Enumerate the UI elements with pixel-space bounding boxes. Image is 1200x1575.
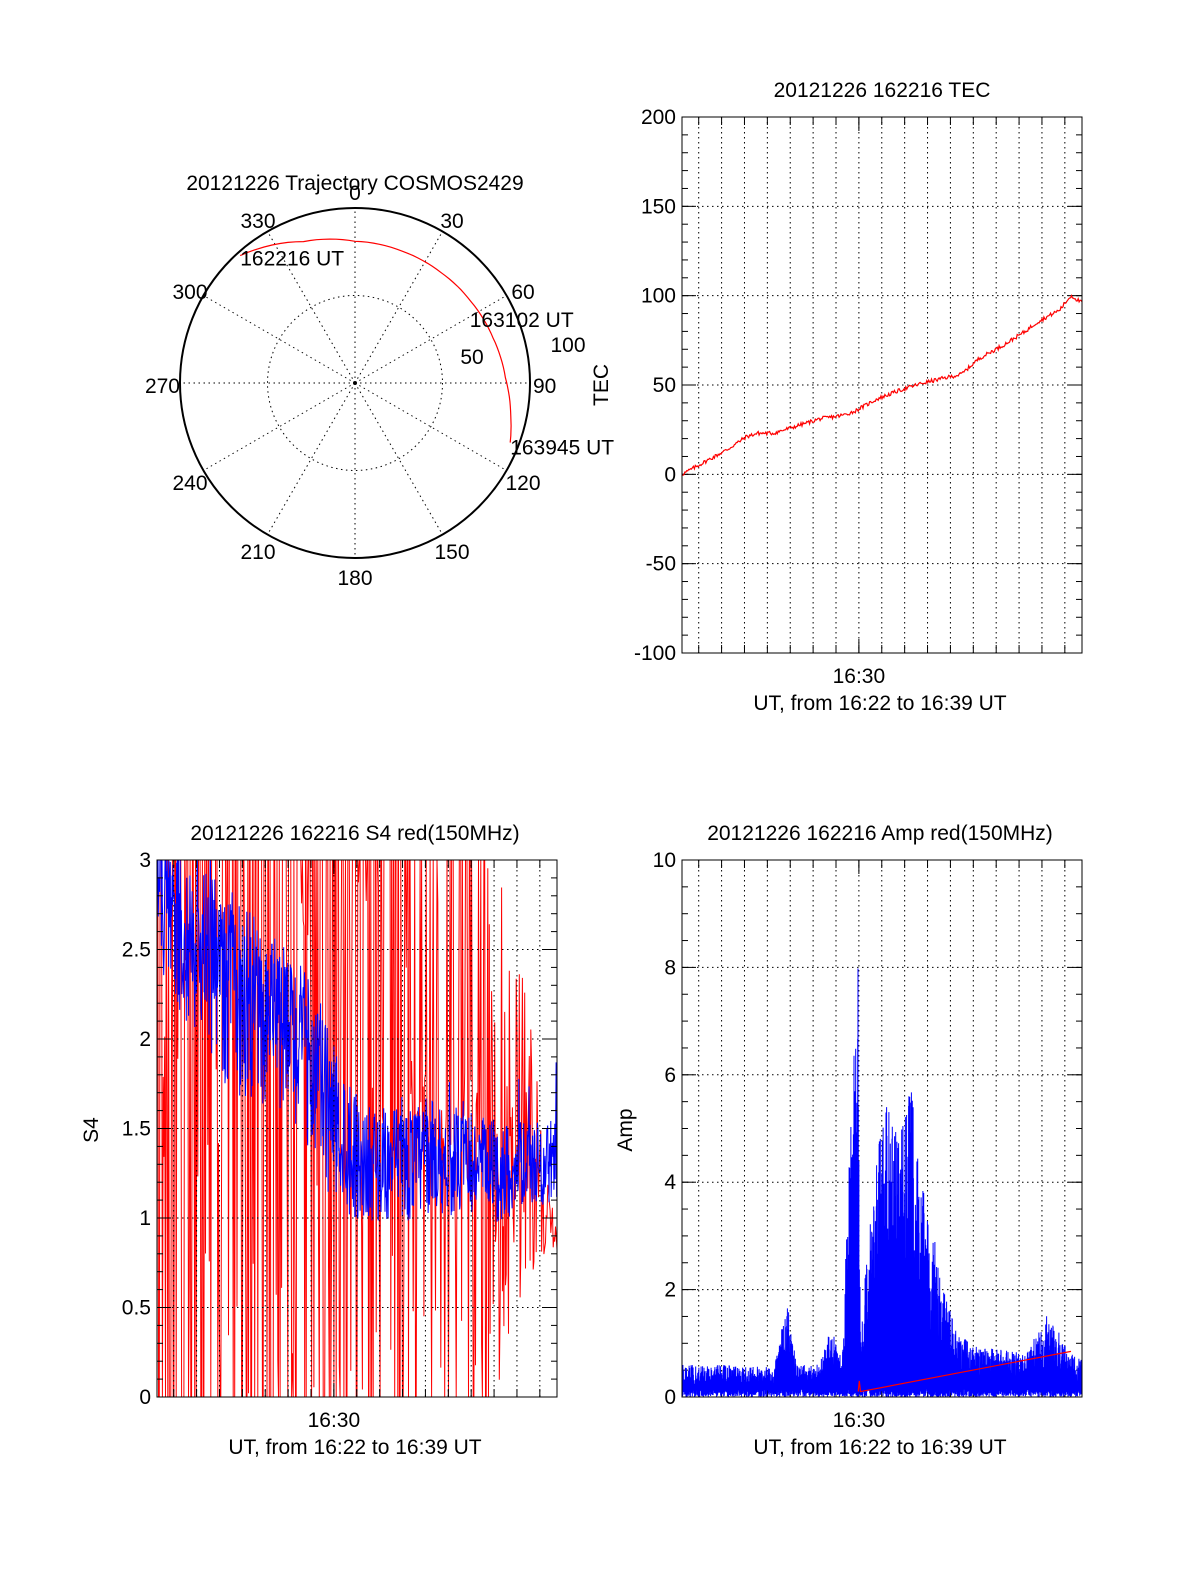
amp-series: [681, 968, 1083, 1398]
s4-plot-frame: [156, 859, 558, 1398]
tec-grid: [682, 116, 1082, 654]
y-tick-label: 8: [664, 956, 676, 979]
y-tick-label: 2: [139, 1028, 151, 1051]
s4-chart: 20121226 162216 S4 red(150MHz) 0 0.5 1 1.5 2…: [80, 822, 558, 1459]
tec-line: [682, 294, 1083, 476]
s4-y-axis-label: S4: [80, 1117, 103, 1143]
polar-angle-labels: 0 30 60 90 120 150 180 210 240 270 300 330: [145, 182, 556, 590]
y-tick-label: 1.5: [122, 1118, 151, 1141]
polar-angle-label-60: 60: [511, 281, 534, 304]
polar-angle-label-30: 30: [440, 210, 463, 233]
polar-spoke-300: [203, 295, 356, 384]
y-tick-label: 2.5: [122, 939, 151, 962]
s4-red-line: [157, 860, 557, 1397]
polar-spoke-240: [203, 382, 356, 471]
tec-title: 20121226 162216 TEC: [774, 79, 991, 102]
y-tick-label: 0: [139, 1386, 151, 1409]
y-tick-label: 3: [139, 849, 151, 872]
trajectory-annotation: 163945 UT: [510, 437, 614, 460]
amp-title: 20121226 162216 Amp red(150MHz): [707, 822, 1053, 845]
polar-angle-label-180: 180: [337, 567, 372, 590]
y-tick-label: 10: [653, 849, 676, 872]
polar-radial-labels: 50 100: [460, 334, 585, 369]
y-tick-label: 100: [641, 285, 676, 308]
y-tick-label: 150: [641, 195, 676, 218]
polar-angle-label-120: 120: [505, 472, 540, 495]
trajectory-path: [239, 238, 512, 443]
polar-grid: [179, 207, 531, 559]
polar-inner-circle: [267, 295, 443, 471]
tec-y-tick-labels: -100 -50 0 50 100 150 200: [634, 106, 676, 665]
polar-spoke-60: [354, 295, 507, 384]
polar-angle-label-0: 0: [349, 182, 361, 205]
y-tick-label: 6: [664, 1064, 676, 1087]
y-tick-label: 0.5: [122, 1297, 151, 1320]
polar-spoke-330: [267, 231, 356, 384]
polar-angle-label-210: 210: [240, 541, 275, 564]
s4-title: 20121226 162216 S4 red(150MHz): [190, 822, 519, 845]
trajectory-track: [239, 238, 512, 443]
tec-x-axis-label: UT, from 16:22 to 16:39 UT: [753, 692, 1006, 715]
y-tick-label: 0: [664, 463, 676, 486]
y-tick-label: 2: [664, 1279, 676, 1302]
s4-y-tick-labels: 0 0.5 1 1.5 2 2.5 3: [122, 849, 151, 1409]
amp-chart: 20121226 162216 Amp red(150MHz) 0246810 …: [614, 822, 1083, 1459]
amp-red-line: [857, 1350, 1072, 1393]
y-tick-label: 50: [653, 374, 676, 397]
y-tick-label: -50: [646, 553, 676, 576]
trajectory-annotation: 163102 UT: [470, 309, 574, 332]
trajectory-annotations: 162216 UT 163102 UT 163945 UT: [240, 248, 614, 460]
polar-angle-label-240: 240: [172, 472, 207, 495]
s4-x-tick-label: 16:30: [308, 1409, 361, 1432]
amp-blue-line: [681, 968, 1083, 1398]
amp-x-tick-label: 16:30: [833, 1409, 886, 1432]
polar-radial-label-100: 100: [550, 334, 585, 357]
y-tick-label: -100: [634, 642, 676, 665]
s4-x-axis-label: UT, from 16:22 to 16:39 UT: [228, 1436, 481, 1459]
polar-angle-label-300: 300: [172, 281, 207, 304]
polar-angle-label-90: 90: [533, 375, 556, 398]
tec-plot-frame: [681, 116, 1083, 654]
polar-center-point: [353, 381, 357, 385]
trajectory-title: 20121226 Trajectory COSMOS2429: [186, 172, 523, 195]
polar-spoke-30: [354, 231, 443, 384]
amp-y-axis-label: Amp: [614, 1108, 637, 1151]
polar-radial-label-50: 50: [460, 346, 483, 369]
trajectory-polar-chart: 20121226 Trajectory COSMOS2429 0 30 60 90 12…: [145, 172, 614, 590]
amp-y-tick-labels: 0 2 4 6 8 10: [653, 849, 677, 1409]
polar-outer-circle: [179, 207, 531, 559]
polar-angle-label-270: 270: [145, 375, 180, 398]
polar-spoke-120: [354, 382, 507, 471]
polar-angle-label-330: 330: [240, 210, 275, 233]
y-tick-label: 200: [641, 106, 676, 129]
tec-x-tick-label: 16:30: [833, 665, 886, 688]
tec-chart: 20121226 162216 TEC -100-50050100150200 …: [590, 79, 1083, 715]
y-tick-label: 0: [664, 1386, 676, 1409]
y-tick-label: 4: [664, 1171, 676, 1194]
polar-angle-label-150: 150: [434, 541, 469, 564]
y-tick-label: 1: [139, 1207, 151, 1230]
amp-plot-frame: [681, 859, 1083, 1398]
amp-x-axis-label: UT, from 16:22 to 16:39 UT: [753, 1436, 1006, 1459]
trajectory-annotation: 162216 UT: [240, 248, 344, 271]
polar-spoke-150: [354, 382, 443, 535]
polar-spoke-210: [267, 382, 356, 535]
tec-y-axis-label: TEC: [590, 364, 613, 406]
tec-series: [682, 294, 1083, 476]
